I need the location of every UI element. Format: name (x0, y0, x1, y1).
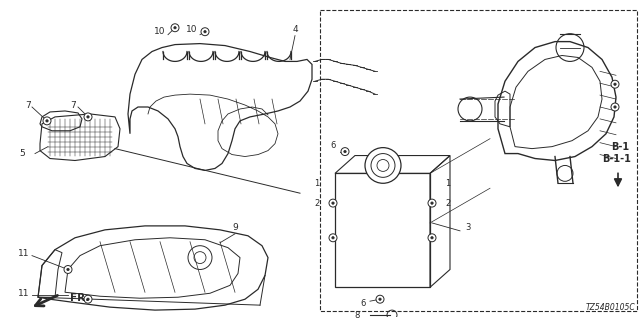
Text: 7: 7 (25, 100, 31, 109)
Text: B-1: B-1 (611, 142, 629, 152)
Text: 9: 9 (232, 223, 238, 232)
Text: 10: 10 (154, 27, 166, 36)
Circle shape (201, 28, 209, 36)
Circle shape (329, 234, 337, 242)
Circle shape (611, 103, 619, 111)
Circle shape (431, 202, 433, 204)
Text: 6: 6 (330, 141, 336, 150)
Text: 4: 4 (292, 25, 298, 34)
Circle shape (344, 150, 346, 153)
Circle shape (43, 117, 51, 125)
Text: B-1-1: B-1-1 (603, 154, 632, 164)
Text: 1: 1 (314, 179, 319, 188)
Circle shape (64, 266, 72, 274)
Circle shape (614, 83, 616, 85)
Circle shape (332, 202, 334, 204)
Text: 2: 2 (314, 199, 319, 208)
Circle shape (204, 30, 206, 33)
Circle shape (376, 295, 384, 303)
Circle shape (84, 295, 92, 303)
Circle shape (329, 199, 337, 207)
Text: 11: 11 (19, 249, 29, 258)
Text: 6: 6 (360, 299, 365, 308)
Text: 11: 11 (19, 289, 29, 298)
Circle shape (46, 120, 48, 122)
Circle shape (67, 268, 69, 271)
Circle shape (171, 24, 179, 32)
Circle shape (87, 116, 89, 118)
Circle shape (341, 148, 349, 156)
Text: 7: 7 (70, 100, 76, 109)
Circle shape (379, 298, 381, 300)
Text: 5: 5 (19, 149, 25, 158)
Circle shape (365, 148, 401, 183)
Circle shape (431, 236, 433, 239)
Text: 10: 10 (186, 25, 198, 34)
Circle shape (84, 113, 92, 121)
Circle shape (87, 298, 89, 300)
Circle shape (332, 236, 334, 239)
Bar (335, 173, 430, 287)
Text: 3: 3 (465, 223, 470, 232)
Circle shape (428, 199, 436, 207)
Circle shape (614, 106, 616, 108)
Text: 1: 1 (445, 179, 451, 188)
Text: TZ54B0105C: TZ54B0105C (585, 303, 635, 312)
Circle shape (174, 27, 176, 29)
Text: 2: 2 (445, 199, 451, 208)
Text: FR.: FR. (70, 293, 90, 303)
Bar (320, 10, 637, 311)
Circle shape (428, 234, 436, 242)
Text: 8: 8 (355, 310, 360, 320)
Circle shape (611, 80, 619, 88)
